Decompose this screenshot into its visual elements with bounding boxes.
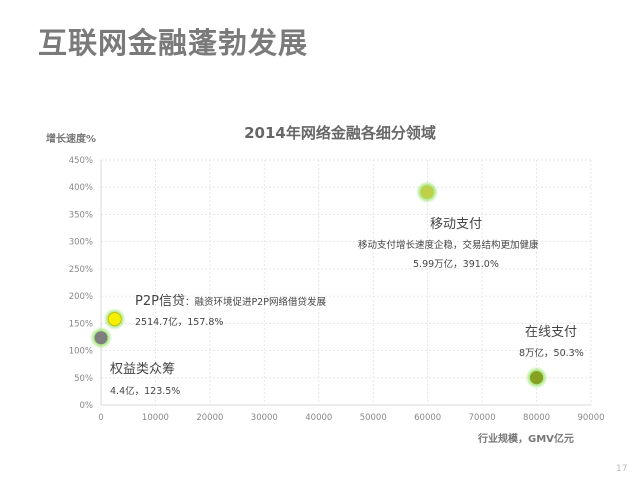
- x-tick-label: 20000: [196, 413, 223, 423]
- online-pay-value-label: 8万亿，50.3%: [519, 348, 584, 359]
- mobile-pay-value-label: 5.99万亿，391.0%: [413, 259, 499, 270]
- x-axis-label: 行业规模，GMV亿元: [478, 434, 574, 445]
- page-number: 17: [616, 464, 628, 474]
- y-tick-label: 50%: [74, 374, 93, 384]
- x-tick-label: 80000: [523, 413, 550, 423]
- data-point: [530, 371, 544, 385]
- x-tick-label: 60000: [414, 413, 441, 423]
- p2p-note: ：融资环境促进P2P网络借贷发展: [184, 297, 326, 308]
- mobile-pay-name: 移动支付: [430, 217, 483, 232]
- annotation-p2p: P2P信贷：融资环境促进P2P网络借贷发展: [135, 290, 326, 309]
- p2p-value-label: 2514.7亿，157.8%: [135, 317, 224, 328]
- data-point: [420, 185, 434, 199]
- x-tick-label: 0: [98, 413, 103, 423]
- y-tick-label: 250%: [69, 265, 93, 275]
- data-point: [94, 331, 108, 345]
- mobile-pay-note: 移动支付增长速度企稳，交易结构更加健康: [358, 240, 539, 251]
- x-tick-label: 10000: [142, 413, 169, 423]
- y-axis-label: 增长速度%: [46, 134, 97, 145]
- p2p-name: P2P信贷: [135, 294, 185, 309]
- slide-title: 互联网金融蓬勃发展: [38, 26, 309, 60]
- online-pay-name: 在线支付: [525, 325, 578, 340]
- y-tick-label: 450%: [69, 156, 93, 166]
- y-tick-label: 150%: [69, 319, 93, 329]
- crowdfunding-value-label: 4.4亿，123.5%: [110, 386, 181, 397]
- chart-title: 2014年网络金融各细分领域: [244, 124, 436, 142]
- x-tick-label: 90000: [577, 413, 604, 423]
- y-tick-label: 300%: [69, 238, 93, 248]
- y-tick-label: 0%: [80, 401, 94, 411]
- x-tick-label: 70000: [469, 413, 496, 423]
- y-tick-label: 100%: [69, 347, 93, 357]
- y-tick-label: 200%: [69, 292, 93, 302]
- y-tick-label: 400%: [69, 183, 93, 193]
- x-tick-label: 50000: [360, 413, 387, 423]
- x-tick-label: 30000: [251, 413, 278, 423]
- x-tick-label: 40000: [305, 413, 332, 423]
- data-point: [107, 312, 122, 326]
- crowdfunding-name: 权益类众筹: [110, 362, 176, 377]
- y-tick-label: 350%: [69, 210, 93, 220]
